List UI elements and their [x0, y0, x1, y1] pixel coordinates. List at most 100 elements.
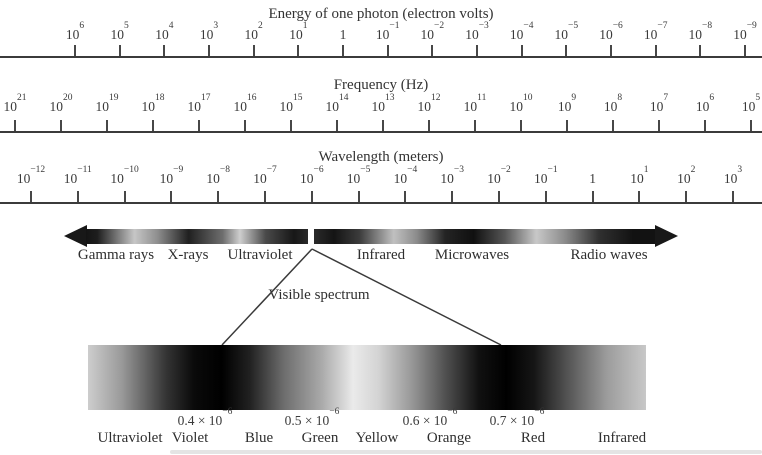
- wavelength-mark-label: 0.5 × 10−6: [284, 407, 340, 428]
- energy-tick-mark: [208, 45, 210, 56]
- band-label: Orange: [426, 430, 472, 446]
- wavelength-mark-label: 0.6 × 10−6: [402, 407, 458, 428]
- wavelength-axis-title: Wavelength (meters): [318, 149, 444, 165]
- frequency-axis-title: Frequency (Hz): [333, 77, 429, 93]
- frequency-tick-label: 1011: [463, 93, 487, 114]
- wavelength-tick-label: 10−5: [346, 165, 371, 186]
- energy-tick-label: 10−3: [465, 21, 489, 42]
- frequency-tick-label: 105: [741, 93, 761, 114]
- frequency-tick-label: 1014: [325, 93, 349, 114]
- wavelength-tick-label: 10−6: [299, 165, 324, 186]
- frequency-tick-mark: [520, 120, 522, 131]
- energy-tick-label: 10−1: [375, 21, 400, 42]
- energy-tick-mark: [744, 45, 746, 56]
- frequency-tick-mark: [658, 120, 660, 131]
- wavelength-tick-mark: [685, 191, 688, 202]
- wavelength-tick-mark: [76, 191, 79, 202]
- band-label: Infrared: [597, 430, 647, 446]
- energy-tick-mark: [431, 45, 434, 56]
- energy-tick-label: 102: [244, 21, 263, 42]
- region-label: X-rays: [167, 247, 209, 263]
- frequency-tick-label: 106: [695, 93, 715, 114]
- energy-tick-label: 10−5: [554, 21, 579, 42]
- energy-tick-mark: [520, 45, 523, 56]
- energy-tick-label: 10−2: [420, 21, 445, 42]
- frequency-tick-label: 107: [649, 93, 669, 114]
- energy-tick-mark: [610, 45, 612, 56]
- frequency-tick-label: 1019: [95, 93, 119, 114]
- energy-tick-mark: [654, 45, 657, 56]
- frequency-tick-label: 108: [603, 93, 623, 114]
- energy-tick-label: 103: [199, 21, 219, 42]
- visible-spectrum-slit: [308, 228, 314, 245]
- energy-tick-mark: [699, 45, 702, 56]
- energy-tick-label: 10−8: [688, 21, 713, 42]
- wavelength-tick-label: 10−1: [533, 165, 558, 186]
- wavelength-tick-mark: [498, 191, 500, 202]
- wavelength-tick-label: 102: [677, 165, 696, 186]
- wavelength-tick-label: 10−3: [440, 165, 464, 186]
- spectrum-arrow-body: [86, 229, 656, 244]
- region-label: Infrared: [356, 247, 406, 263]
- energy-tick-mark: [565, 45, 568, 56]
- wavelength-tick-mark: [451, 191, 454, 202]
- frequency-tick-label: 1018: [141, 93, 165, 114]
- region-label: Gamma rays: [77, 247, 155, 263]
- frequency-tick-label: 1015: [279, 93, 303, 114]
- wavelength-tick-label: 10−4: [393, 165, 418, 186]
- wavelength-tick-mark: [638, 191, 641, 202]
- wavelength-tick-mark: [170, 191, 173, 202]
- wavelength-tick-mark: [732, 191, 734, 202]
- wavelength-tick-label: 103: [723, 165, 743, 186]
- energy-axis-title: Energy of one photon (electron volts): [268, 6, 494, 22]
- wavelength-tick-label: 10−12: [16, 165, 46, 186]
- frequency-tick-mark: [244, 120, 246, 131]
- wavelength-tick-mark: [264, 191, 266, 202]
- scan-artifact-strip: [170, 450, 762, 454]
- band-label: Green: [301, 430, 339, 446]
- band-label: Red: [520, 430, 546, 446]
- wavelength-tick-mark: [30, 191, 32, 202]
- band-label: Yellow: [355, 430, 399, 446]
- energy-tick-label: 10−7: [643, 21, 668, 42]
- frequency-tick-label: 1013: [371, 93, 395, 114]
- frequency-tick-mark: [198, 120, 200, 131]
- wavelength-tick-mark: [591, 191, 594, 202]
- energy-tick-mark: [74, 45, 76, 56]
- frequency-tick-mark: [106, 120, 108, 131]
- wavelength-tick-label: 1: [589, 171, 596, 186]
- wavelength-mark-label: 0.7 × 10−6: [489, 407, 545, 428]
- wavelength-axis-line: [0, 202, 762, 204]
- energy-tick-label: 10−4: [509, 21, 534, 42]
- frequency-tick-mark: [336, 120, 338, 131]
- region-label: Radio waves: [570, 247, 648, 263]
- energy-tick-mark: [386, 45, 389, 56]
- left-arrowhead-icon: [64, 225, 87, 247]
- energy-tick-label: 106: [65, 21, 85, 42]
- wavelength-mark-label: 0.4 × 10−6: [177, 407, 233, 428]
- energy-tick-mark: [163, 45, 166, 56]
- energy-tick-label: 105: [110, 21, 129, 42]
- frequency-tick-mark: [704, 120, 706, 131]
- wavelength-tick-mark: [404, 191, 407, 202]
- frequency-tick-label: 1020: [49, 93, 73, 114]
- band-label: Violet: [171, 430, 209, 446]
- wavelength-tick-label: 101: [630, 165, 649, 186]
- band-label: Ultraviolet: [97, 430, 163, 446]
- wavelength-tick-mark: [357, 191, 360, 202]
- wavelength-tick-label: 10−2: [487, 165, 511, 186]
- wavelength-tick-mark: [217, 191, 220, 202]
- frequency-tick-label: 1021: [3, 93, 27, 114]
- wavelength-tick-label: 10−8: [206, 165, 230, 186]
- wavelength-tick-mark: [123, 191, 126, 202]
- frequency-tick-mark: [566, 120, 568, 131]
- wavelength-tick-label: 10−11: [63, 165, 92, 186]
- frequency-tick-mark: [474, 120, 476, 131]
- energy-tick-label: 104: [155, 21, 174, 42]
- frequency-tick-mark: [60, 120, 62, 131]
- right-arrowhead-icon: [655, 225, 678, 247]
- frequency-tick-label: 1012: [417, 93, 441, 114]
- energy-tick-label: 10−9: [733, 21, 757, 42]
- energy-tick-mark: [252, 45, 255, 56]
